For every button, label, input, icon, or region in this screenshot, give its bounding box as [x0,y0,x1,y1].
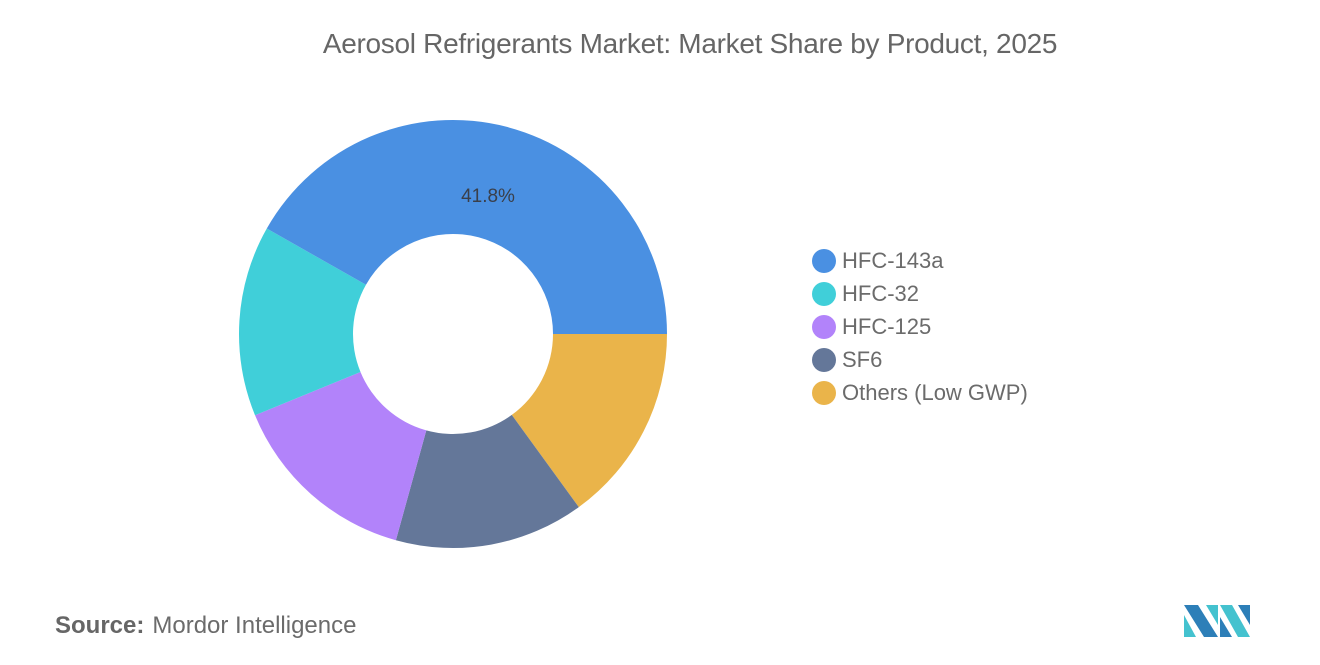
donut-slices [239,120,667,548]
slice-others-low-gwp [511,334,667,508]
slice-hfc-32 [239,228,366,416]
source-note: Source: Mordor Intelligence [55,612,356,640]
chart-title: Aerosol Refrigerants Market: Market Shar… [322,28,1058,59]
legend-swatch-icon [812,281,836,306]
legend-item-hfc-32: HFC-32 [812,277,1028,310]
mordor-logo-icon [1184,605,1250,637]
legend-label: HFC-125 [842,313,932,339]
slice-value-label: 41.8% [461,186,515,207]
legend-item-hfc-143a: HFC-143a [812,244,1028,277]
legend-label: HFC-143a [842,247,944,273]
legend-item-hfc-125: HFC-125 [812,310,1028,343]
legend-item-sf6: SF6 [812,343,1028,376]
legend-swatch-icon [812,248,836,273]
legend-label: Others (Low GWP) [842,379,1028,405]
legend-label: HFC-32 [842,280,920,306]
legend-swatch-icon [812,380,836,405]
legend-item-others: Others (Low GWP) [812,376,1028,409]
slice-sf6 [395,414,579,548]
chart-legend: HFC-143a HFC-32 HFC-125 SF6 Others (Low … [812,244,1028,409]
source-value: Mordor Intelligence [152,612,357,639]
slice-hfc-125 [255,371,427,541]
slice-hfc-143a [266,120,667,335]
source-label: Source: [55,612,145,639]
legend-swatch-icon [812,347,836,372]
legend-label: SF6 [842,346,883,372]
legend-swatch-icon [812,314,836,339]
